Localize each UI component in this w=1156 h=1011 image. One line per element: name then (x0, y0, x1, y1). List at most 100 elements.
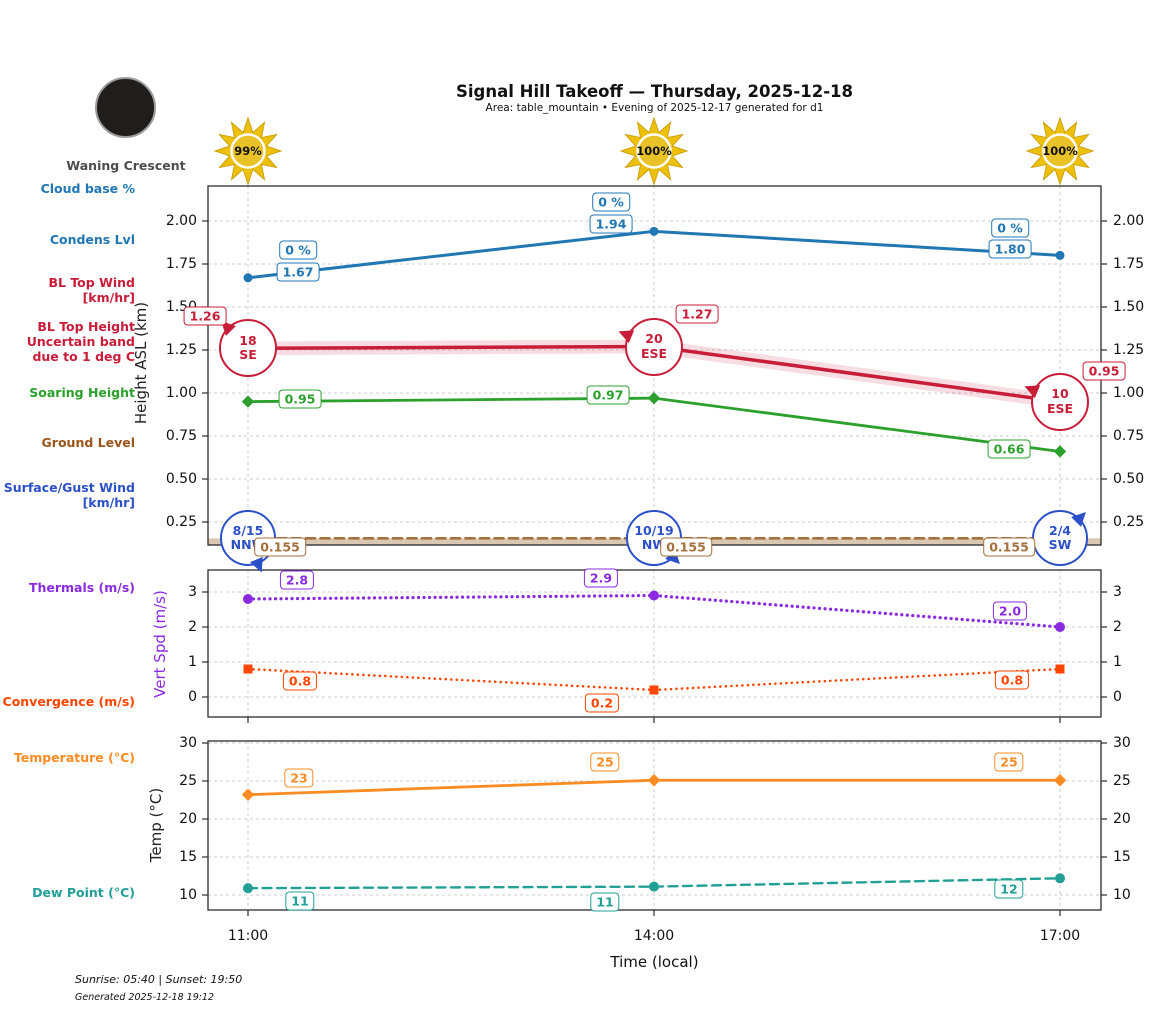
y-tick-label-right: 25 (1113, 773, 1131, 789)
point-marker (649, 590, 659, 601)
value-label-condens-lvl: 1.94 (589, 214, 633, 234)
value-label-soaring-height: 0.95 (278, 389, 322, 409)
sunrise-sunset-note: Sunrise: 05:40 | Sunset: 19:50 (75, 973, 243, 986)
x-tick-label-1700: 17:00 (1039, 928, 1081, 944)
sun-icon: 99% (213, 116, 283, 186)
y-tick-label-left: 2.00 (165, 213, 197, 229)
value-label-temperature: 25 (994, 752, 1024, 772)
value-label-bl-top-height: 0.95 (1082, 361, 1126, 381)
y-tick-label-left: 25 (179, 773, 197, 789)
point-marker (243, 664, 253, 674)
value-label-condens-lvl: 1.80 (988, 239, 1032, 259)
y-tick-label-right: 10 (1113, 887, 1131, 903)
cloud-base-pct-label: 0 % (991, 218, 1029, 238)
cloud-base-pct-label: 0 % (592, 192, 630, 212)
generated-timestamp: Generated 2025-12-18 19:12 (75, 992, 215, 1003)
value-label-bl-top-height: 1.26 (183, 306, 227, 326)
sun-core (636, 133, 672, 169)
y-tick-label-right: 0 (1113, 689, 1122, 705)
sun-core (230, 133, 266, 169)
y-tick-label-left: 3 (188, 584, 197, 600)
x-tick-label-1100: 11:00 (227, 928, 269, 944)
value-label-thermals: 2.8 (279, 570, 315, 590)
y-tick-label-left: 30 (179, 735, 197, 751)
point-marker (647, 774, 661, 787)
wind-marker-2-4-sw: 2/4 SW (1032, 510, 1088, 567)
plot-border-temperature (207, 740, 1102, 911)
value-label-dew-point: 12 (994, 879, 1024, 899)
plot-border-vert-speed (207, 569, 1102, 718)
y-tick-label-right: 1.25 (1113, 342, 1145, 358)
cloud-base-pct-label: 0 % (279, 240, 317, 260)
value-label-ground-level: 0.155 (254, 537, 306, 557)
y-tick-label-left: 0.50 (165, 471, 197, 487)
y-tick-label-right: 0.25 (1113, 514, 1145, 530)
y-tick-label-right: 1.00 (1113, 385, 1145, 401)
y-tick-label-right: 15 (1113, 849, 1131, 865)
y-tick-label-left: 1.00 (165, 385, 197, 401)
moon-phase-label: Waning Crescent (66, 158, 186, 173)
value-label-ground-level: 0.155 (983, 537, 1035, 557)
point-marker (1055, 250, 1065, 260)
y-tick-label-right: 3 (1113, 584, 1122, 600)
legend-label-bl-top-height: BL Top Height Uncertain band due to 1 deg … (26, 318, 135, 364)
legend-label-bl-top-wind: BL Top Wind [km/hr] (48, 275, 135, 305)
sun-pct-label: 100% (1042, 144, 1078, 158)
y-tick-label-right: 0.75 (1113, 428, 1145, 444)
legend-label-convergence: Convergence (m/s) (2, 693, 135, 709)
point-marker (243, 594, 253, 604)
y-axis-title-vert-spd: Vert Spd (m/s) (151, 590, 169, 698)
y-tick-label-right: 1 (1113, 654, 1122, 670)
sun-core (1042, 133, 1078, 169)
point-marker (649, 226, 659, 236)
wind-marker-20-ese: 20 ESE (625, 317, 683, 376)
legend-label-soaring: Soaring Height (29, 384, 135, 400)
point-marker (1055, 622, 1065, 632)
value-label-thermals: 2.9 (583, 568, 619, 587)
y-tick-label-left: 2 (188, 619, 197, 635)
legend-label-cloud-base: Cloud base % (40, 180, 135, 196)
value-label-soaring-height: 0.66 (987, 439, 1031, 459)
x-axis-title: Time (local) (610, 953, 699, 971)
x-tick-label-1400: 14:00 (633, 928, 675, 944)
y-tick-label-right: 1.50 (1113, 299, 1145, 315)
wind-marker-18-se: 18 SE (219, 319, 277, 378)
point-marker (243, 883, 253, 894)
y-tick-label-left: 0.25 (165, 514, 197, 530)
y-tick-label-left: 1 (188, 654, 197, 670)
point-marker (649, 881, 659, 892)
point-marker (1055, 664, 1065, 674)
y-tick-label-left: 1.25 (165, 342, 197, 358)
sun-pct-label: 100% (636, 144, 672, 158)
sun-icon: 100% (619, 116, 689, 186)
legend-label-dew: Dew Point (°C) (32, 884, 135, 900)
value-label-temperature: 23 (284, 768, 314, 788)
value-label-temperature: 25 (590, 752, 620, 772)
y-tick-label-left: 0.75 (165, 428, 197, 444)
value-label-dew-point: 11 (285, 891, 315, 911)
point-marker (241, 395, 255, 408)
value-label-convergence: 0.8 (994, 670, 1030, 690)
y-tick-label-left: 1.75 (165, 256, 197, 272)
legend-label-ground: Ground Level (41, 434, 135, 450)
chart-subtitle: Area: table_mountain • Evening of 2025-1… (485, 102, 824, 114)
value-label-ground-level: 0.155 (660, 537, 712, 557)
value-label-bl-top-height: 1.27 (675, 304, 719, 324)
y-tick-label-left: 15 (179, 849, 197, 865)
value-label-condens-lvl: 1.67 (276, 262, 320, 282)
sun-pct-label: 99% (234, 144, 262, 158)
point-marker (1053, 774, 1067, 787)
y-tick-label-right: 1.75 (1113, 256, 1145, 272)
y-tick-label-left: 20 (179, 811, 197, 827)
legend-label-condens: Condens Lvl (49, 231, 135, 247)
y-tick-label-right: 0.50 (1113, 471, 1145, 487)
point-marker (1053, 445, 1067, 458)
y-tick-label-right: 30 (1113, 735, 1131, 751)
point-marker (243, 273, 253, 283)
point-marker (649, 685, 659, 695)
value-label-convergence: 0.2 (584, 693, 620, 713)
y-tick-label-left: 10 (179, 887, 197, 903)
legend-label-thermals: Thermals (m/s) (28, 579, 135, 595)
y-tick-label-right: 2.00 (1113, 213, 1145, 229)
y-tick-label-right: 2 (1113, 619, 1122, 635)
